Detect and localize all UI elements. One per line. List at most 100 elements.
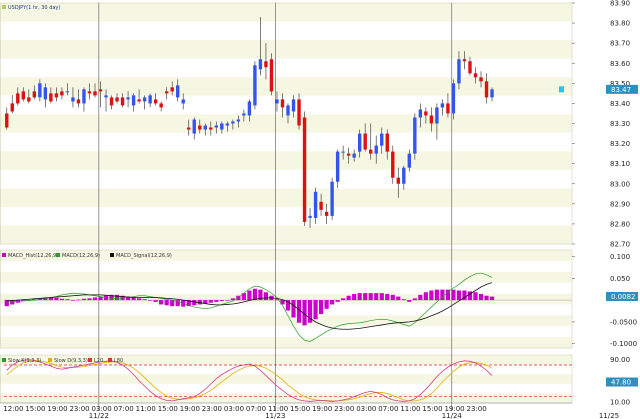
stoch-series bbox=[4, 359, 572, 402]
macd-hist-bar bbox=[175, 300, 180, 307]
candle-down bbox=[297, 99, 301, 126]
macd-hist-bar bbox=[429, 290, 434, 301]
candle-down bbox=[10, 103, 14, 112]
macd-hist-legend: MACD_Hist(12,26,9) bbox=[8, 253, 58, 259]
macd-signal-legend: MACD_Signal(12,26,9) bbox=[116, 253, 172, 259]
panel-stripe bbox=[0, 151, 572, 171]
macd-hist-bar bbox=[43, 297, 48, 301]
macd-hist-bar bbox=[478, 293, 484, 301]
macd-hist-bar bbox=[263, 292, 269, 301]
time-tick-label: 15:00 bbox=[25, 405, 45, 413]
day-separators bbox=[98, 3, 453, 411]
macd-hist-bar bbox=[21, 300, 26, 301]
candle-up bbox=[131, 95, 136, 106]
macd-hist-bar bbox=[489, 296, 495, 301]
macd-hist-bar bbox=[346, 295, 351, 301]
price-tick-label: 82.70 bbox=[610, 241, 630, 249]
candle-up bbox=[65, 91, 70, 93]
candle-down bbox=[264, 61, 268, 68]
time-tick-label: 03:00 bbox=[224, 405, 244, 413]
candle-down bbox=[153, 99, 158, 104]
macd-tick-label: 0.100 bbox=[610, 253, 630, 261]
price-axis: 83.90 83.80 83.70 83.60 83.50 83.40 83.30 83.20… bbox=[559, 0, 638, 249]
macd-hist-bar bbox=[330, 300, 335, 305]
slowk-swatch bbox=[2, 358, 6, 362]
candle-up bbox=[148, 95, 152, 104]
last-price-box bbox=[559, 86, 564, 93]
candle-up bbox=[286, 105, 290, 116]
macd-hist-bar bbox=[396, 296, 401, 301]
time-tick-label: 03:00 bbox=[356, 405, 376, 413]
panel-stripe bbox=[0, 169, 572, 189]
candle-down bbox=[54, 93, 59, 98]
candle-down bbox=[479, 77, 483, 82]
time-tick-label: 07:00 bbox=[246, 405, 266, 413]
price-legend-label: USDJPY(1 hr, 30 day) bbox=[8, 5, 60, 11]
time-tick-label: 11:00 bbox=[400, 405, 420, 413]
panel-stripe bbox=[0, 355, 572, 366]
candle-down bbox=[60, 91, 64, 96]
slowd-swatch bbox=[48, 358, 52, 362]
candle-up bbox=[308, 215, 312, 218]
macd-hist-bar bbox=[401, 299, 406, 301]
macd-hist-bar bbox=[164, 300, 169, 306]
panel-stripe bbox=[0, 260, 572, 273]
panel-stripe bbox=[0, 337, 572, 349]
macd-hist-bar bbox=[307, 300, 313, 323]
macd-current-label: 0.0082 bbox=[611, 293, 636, 301]
candle-up bbox=[374, 145, 378, 154]
current-price-label: 83.47 bbox=[611, 86, 631, 94]
macd-hist-swatch bbox=[2, 253, 6, 257]
panel-stripe bbox=[0, 374, 572, 385]
candle-up bbox=[275, 99, 279, 104]
macd-hist-bar bbox=[451, 289, 456, 301]
macd-hist-bar bbox=[137, 298, 142, 301]
time-tick-label: 07:00 bbox=[378, 405, 398, 413]
candle-up bbox=[214, 125, 219, 128]
date-label: 11/23 bbox=[265, 412, 285, 419]
price-tick-label: 82.90 bbox=[610, 200, 630, 208]
candle-down bbox=[385, 133, 389, 152]
macd-series bbox=[4, 272, 572, 342]
candle-down bbox=[319, 201, 323, 210]
price-tick-label: 82.80 bbox=[610, 220, 630, 228]
candle-up bbox=[242, 113, 246, 116]
l20-swatch bbox=[88, 358, 92, 362]
time-tick-label: 11:00 bbox=[136, 405, 156, 413]
candle-up bbox=[104, 95, 108, 98]
panel-stripe bbox=[0, 250, 572, 262]
time-tick-label: 19:00 bbox=[444, 405, 464, 413]
macd-legend: MACD_Hist(12,26,9) MACD(12,26,9) MACD_Si… bbox=[2, 253, 172, 259]
macd-hist-bar bbox=[109, 294, 114, 301]
l20-legend: L20 bbox=[94, 358, 103, 364]
macd-signal-line bbox=[6, 282, 493, 330]
panel-stripe bbox=[0, 282, 572, 295]
candle-up bbox=[236, 119, 241, 122]
macd-hist-bar bbox=[4, 300, 9, 307]
time-tick-label: 19:00 bbox=[180, 405, 200, 413]
panel-stripe bbox=[0, 315, 572, 327]
macd-hist-bar bbox=[148, 300, 153, 301]
macd-hist-bar bbox=[114, 294, 120, 301]
candle-down bbox=[396, 177, 400, 184]
macd-hist-bar bbox=[357, 293, 362, 301]
macd-hist-bar bbox=[153, 300, 158, 302]
macd-hist-bar bbox=[103, 295, 109, 301]
candle-down bbox=[115, 97, 119, 102]
macd-hist-bar bbox=[462, 290, 467, 301]
macd-hist-bar bbox=[313, 300, 318, 320]
panel-stripe bbox=[0, 206, 572, 226]
candle-down bbox=[5, 113, 9, 128]
panel-stripe bbox=[0, 188, 572, 208]
candle-down bbox=[302, 117, 307, 222]
candle-up bbox=[203, 125, 207, 130]
candle-down bbox=[209, 127, 213, 130]
candle-down bbox=[164, 91, 169, 94]
candle-up bbox=[313, 191, 318, 218]
panel-stripe bbox=[0, 114, 572, 134]
panel-stripe bbox=[0, 393, 572, 404]
price-tick-label: 83.80 bbox=[610, 20, 630, 28]
stoch-tick-label: 10.00 bbox=[610, 398, 630, 406]
macd-hist-bar bbox=[70, 300, 76, 301]
candle-up bbox=[435, 107, 439, 124]
